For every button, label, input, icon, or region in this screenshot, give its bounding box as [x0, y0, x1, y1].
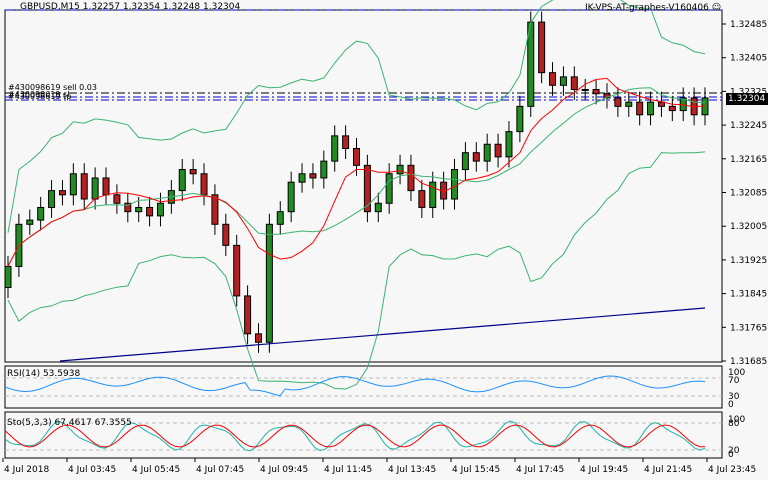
- time-tick-label: 4 Jul 2018: [4, 465, 49, 475]
- rsi-level-label: 100: [728, 368, 745, 378]
- time-tick-label: 4 Jul 17:45: [516, 465, 564, 475]
- price-tick-label: 1.31765: [730, 323, 767, 333]
- price-tick-label: 1.32485: [730, 20, 767, 30]
- moving-average-red: [7, 77, 706, 267]
- stoch-main-line: [4, 420, 706, 452]
- smiley-icon: ☺: [711, 3, 722, 13]
- symbol-timeframe: GBPUSD,M15: [20, 2, 80, 12]
- ea-label: IK-VPS-AT-graphes-V160406: [585, 3, 709, 13]
- stoch-level-label: 80: [728, 419, 740, 429]
- stoch-panel-frame: [4, 411, 723, 459]
- order-label-sl: #430098619 sl: [8, 90, 70, 99]
- order-label-sell: #430098619 sell 0.03: [8, 83, 97, 92]
- price-tick-label: 1.31685: [730, 357, 767, 367]
- price-tick-label: 1.32005: [730, 222, 767, 232]
- time-tick-label: 4 Jul 21:45: [644, 465, 692, 475]
- price-tick-label: 1.31845: [730, 290, 767, 300]
- stoch-signal-line: [4, 424, 706, 448]
- time-tick-label: 4 Jul 09:45: [260, 465, 308, 475]
- current-price-tag: 1.32304: [726, 93, 768, 105]
- rsi-line: [4, 375, 706, 397]
- rsi-level-label: 30: [728, 392, 740, 402]
- price-tick-label: 1.32165: [730, 155, 767, 165]
- time-tick-label: 4 Jul 13:45: [388, 465, 436, 475]
- price-tick-label: 1.31925: [730, 256, 767, 266]
- time-axis: 4 Jul 2018 4 Jul 03:45 4 Jul 05:45 4 Jul 07…: [2, 458, 756, 475]
- price-tick-label: 1.32325: [730, 87, 767, 97]
- price-axis: 1.32485 1.32405 1.32325 1.32245 1.32165 1.320…: [722, 20, 767, 367]
- stoch-level-label: 0: [728, 450, 734, 460]
- rsi-level-label: 0: [728, 400, 734, 410]
- stoch-label: Sto(5,3,3) 67.4617 67.3555: [7, 418, 132, 428]
- time-tick-label: 4 Jul 07:45: [196, 465, 244, 475]
- ohlc-values: 1.32257 1.32354 1.32248 1.32304: [82, 2, 241, 12]
- time-tick-label: 4 Jul 19:45: [580, 465, 628, 475]
- main-panel-frame: [4, 9, 723, 363]
- bollinger-lower: [7, 151, 706, 390]
- moving-average-blue: [59, 307, 706, 362]
- time-tick-label: 4 Jul 23:45: [708, 465, 756, 475]
- price-tick-label: 1.32085: [730, 189, 767, 199]
- rsi-level-label: 70: [728, 376, 740, 386]
- price-tick-label: 1.32405: [730, 54, 767, 64]
- bollinger-upper: [7, 0, 706, 233]
- price-tick-label: 1.32245: [730, 121, 767, 131]
- rsi-label: RSI(14) 53.5938: [7, 369, 81, 379]
- rsi-panel-frame: [4, 365, 723, 409]
- order-label-tp: #430098619 tp: [8, 92, 72, 101]
- chart-title: GBPUSD,M15 1.32257 1.32354 1.32248 1.323…: [20, 2, 240, 12]
- time-tick-label: 4 Jul 03:45: [68, 465, 116, 475]
- stoch-level-label: 20: [728, 446, 740, 456]
- stoch-level-label: 100: [728, 415, 745, 425]
- expert-advisor-name: IK-VPS-AT-graphes-V160406 ☺: [585, 3, 721, 13]
- candles: [4, 11, 709, 353]
- time-tick-label: 4 Jul 15:45: [452, 465, 500, 475]
- time-tick-label: 4 Jul 11:45: [324, 465, 372, 475]
- time-tick-label: 4 Jul 05:45: [132, 465, 180, 475]
- bollinger-middle: [7, 87, 706, 267]
